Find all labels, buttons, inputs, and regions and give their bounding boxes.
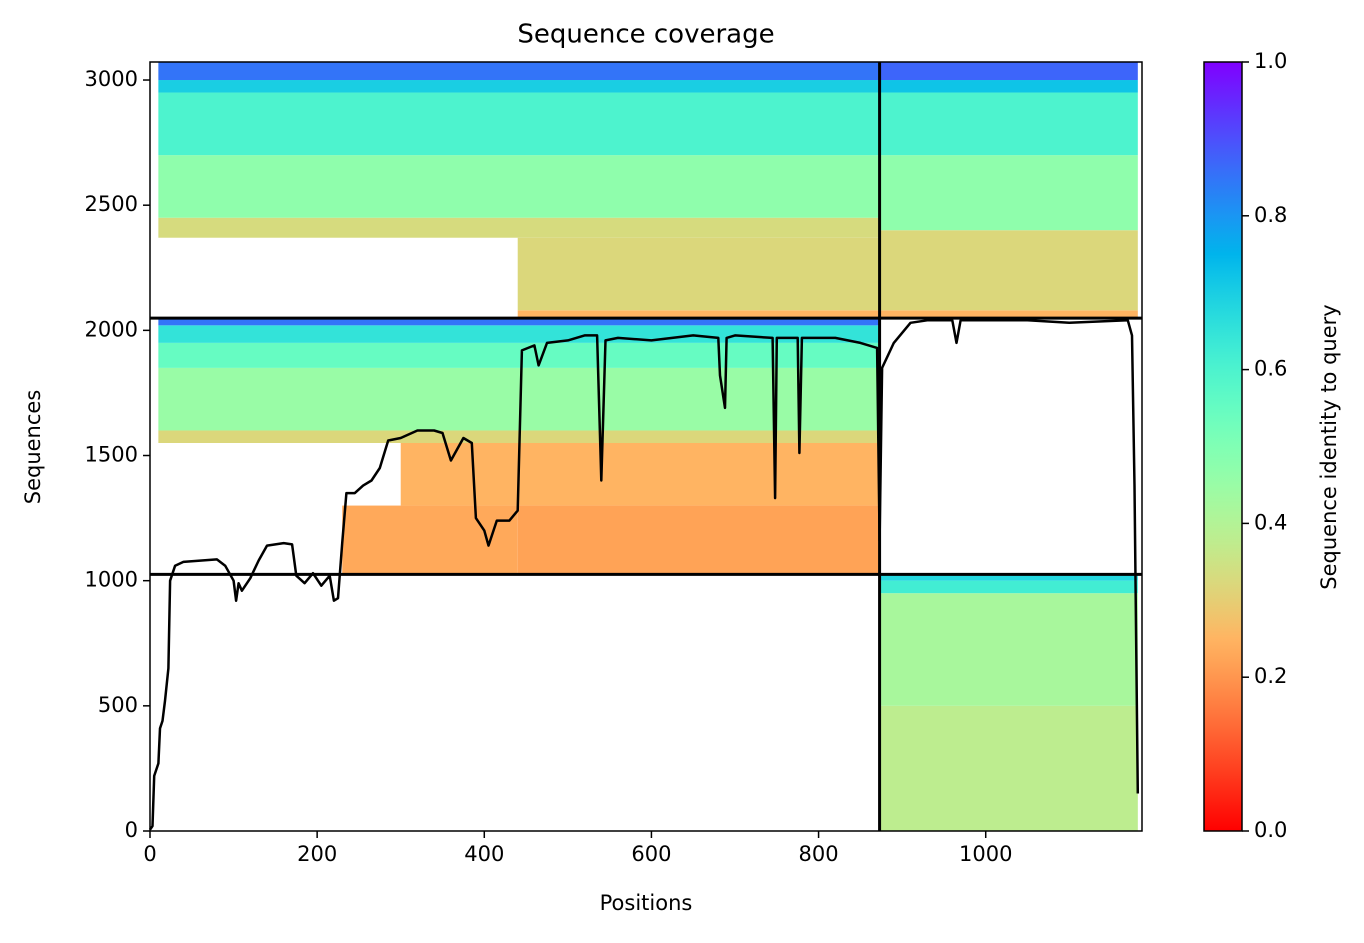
coverage-block	[158, 80, 880, 93]
x-tick-label: 1000	[959, 842, 1012, 866]
x-tick-label: 200	[297, 842, 337, 866]
coverage-block	[158, 92, 880, 156]
coverage-block	[879, 80, 1138, 93]
x-tick-label: 800	[799, 842, 839, 866]
y-tick-label: 2000	[85, 317, 138, 341]
x-tick-label: 600	[631, 842, 671, 866]
coverage-block	[158, 318, 880, 326]
plot-frame	[149, 61, 1143, 832]
x-tick-label: 400	[464, 842, 504, 866]
coverage-block	[517, 237, 880, 311]
colorbar-label: Sequence identity to query	[1317, 304, 1341, 589]
coverage-block	[879, 92, 1138, 156]
y-tick-label: 0	[125, 818, 138, 842]
chart-title: Sequence coverage	[517, 20, 774, 50]
y-tick-label: 2500	[85, 192, 138, 216]
coverage-block	[879, 580, 1138, 594]
colorbar-tick-label: 0.8	[1254, 203, 1287, 227]
colorbar-tick-label: 0.6	[1254, 357, 1287, 381]
coverage-block	[879, 574, 1138, 581]
coverage-block	[158, 62, 880, 81]
coverage-block	[158, 217, 880, 238]
y-tick-label: 3000	[85, 67, 138, 91]
coverage-block	[158, 155, 880, 218]
coverage-block	[342, 505, 518, 575]
coverage-block	[879, 155, 1138, 231]
y-tick-label: 500	[98, 693, 138, 717]
coverage-block	[517, 310, 880, 319]
colorbar-tick-label: 0.4	[1254, 510, 1287, 534]
colorbar	[1203, 61, 1243, 832]
coverage-block	[158, 342, 880, 368]
coverage-block	[879, 310, 1138, 319]
coverage-block	[158, 325, 880, 343]
coverage-line	[148, 319, 1140, 831]
x-axis-label: Positions	[600, 891, 693, 915]
y-tick-label: 1500	[85, 443, 138, 467]
colorbar-tick-label: 0.0	[1254, 818, 1287, 842]
coverage-block	[879, 62, 1138, 81]
coverage-block	[879, 705, 1138, 831]
y-tick-label: 1000	[85, 568, 138, 592]
colorbar-tick-label: 1.0	[1254, 49, 1287, 73]
x-tick-label: 0	[143, 842, 156, 866]
y-axis-label: Sequences	[21, 390, 45, 505]
coverage-block	[879, 230, 1138, 311]
colorbar-tick-label: 0.2	[1254, 664, 1287, 688]
coverage-block	[879, 593, 1138, 706]
coverage-block	[517, 505, 880, 575]
